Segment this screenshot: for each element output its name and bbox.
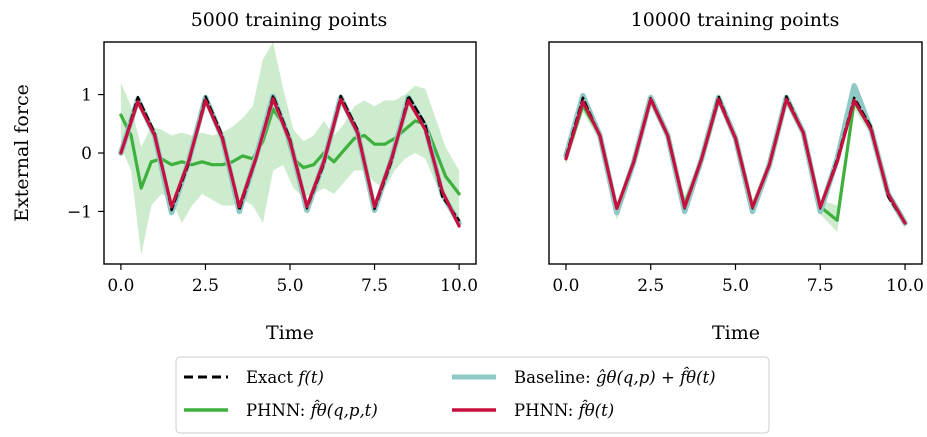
panel-10000-points: 10000 training points 0.0 2.5 5.0 7.5 10.0 T… (548, 9, 924, 344)
x-tick-label: 10.0 (440, 276, 478, 296)
legend-label: PHNN: f̂θ(q,p,t) (246, 400, 378, 420)
legend-item-baseline: Baseline: ĝθ(q,p) + f̂θ(t) (452, 367, 716, 387)
legend-item-phnn_t: PHNN: f̂θ(t) (452, 400, 614, 420)
x-tick-label: 7.5 (361, 276, 388, 296)
x-tick-label: 2.5 (637, 276, 664, 296)
x-axis-label: Time (266, 322, 314, 344)
y-tick-label: 0 (81, 144, 92, 164)
legend-label: PHNN: f̂θ(t) (514, 400, 614, 420)
x-tick-label: 0.0 (552, 276, 579, 296)
panel-title-10000: 10000 training points (631, 9, 840, 31)
legend-label: Baseline: ĝθ(q,p) + f̂θ(t) (514, 367, 716, 387)
y-tick-label: −1 (67, 202, 92, 222)
series-line-phnn_t (119, 97, 461, 228)
legend-item-exact: Exact f(t) (184, 368, 324, 387)
x-tick-label: 5.0 (276, 276, 303, 296)
legend-box (175, 356, 770, 434)
panel-title-5000: 5000 training points (191, 9, 388, 31)
y-axis-label: External force (11, 84, 33, 222)
legend-label: Exact f(t) (246, 368, 324, 387)
x-tick-label: 0.0 (107, 276, 134, 296)
panel-5000-points: 5000 training points 0.0 2.5 5.0 7.5 10.0 1 0 −… (11, 9, 478, 344)
x-tick-label: 2.5 (192, 276, 219, 296)
x-axis-label: Time (712, 322, 760, 344)
legend-item-phnn_qpt: PHNN: f̂θ(q,p,t) (184, 400, 378, 420)
x-tick-label: 10.0 (886, 276, 924, 296)
legend: Exact f(t) Baseline: ĝθ(q,p) + f̂θ(t) PHNN… (175, 356, 770, 434)
y-tick-label: 1 (81, 86, 92, 106)
x-tick-label: 5.0 (722, 276, 749, 296)
series-line-phnn_t (564, 97, 907, 225)
x-tick-label: 7.5 (807, 276, 834, 296)
